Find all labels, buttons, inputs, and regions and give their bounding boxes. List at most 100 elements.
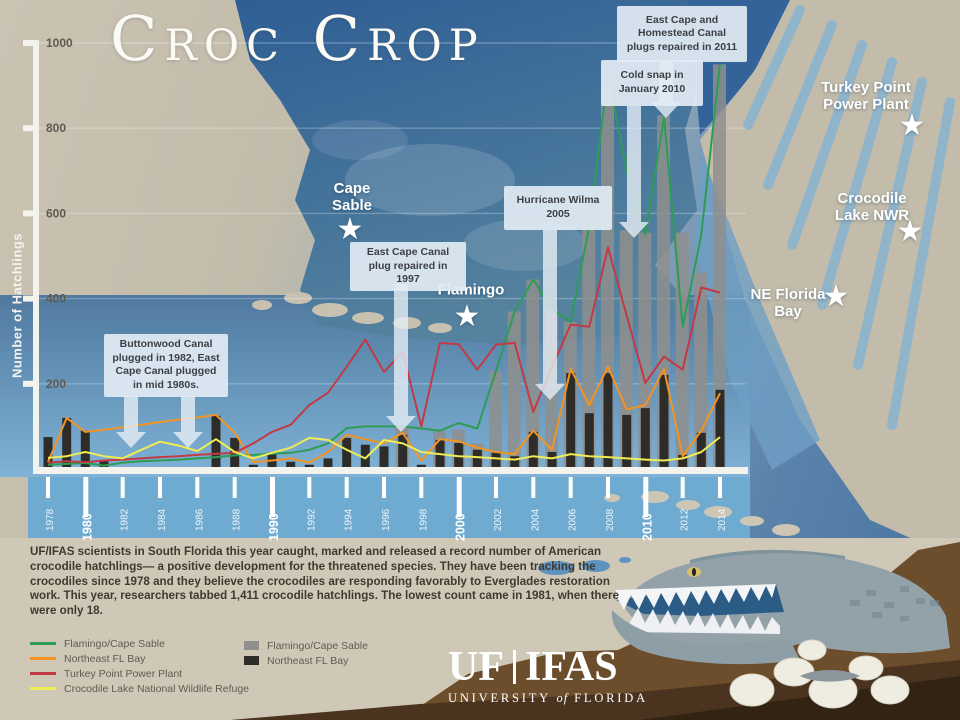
croc-hatchling: [800, 670, 860, 682]
logo-of: of: [556, 691, 569, 705]
bar-northeast-fl-bay: [416, 464, 426, 469]
bar-northeast-fl-bay: [510, 456, 520, 469]
shallow-water: [345, 144, 515, 216]
bar-flamingo-cape-sable: [507, 311, 521, 469]
year-label: 1982: [120, 508, 131, 531]
legend-line-swatch: [30, 642, 56, 645]
logo-florida: FLORIDA: [574, 691, 648, 705]
x-tick: [606, 477, 610, 498]
legend-line-series: Flamingo/Cape Sable Northeast FL Bay Turke…: [30, 636, 249, 696]
callout-arrow: [535, 230, 565, 400]
bar-northeast-fl-bay: [566, 373, 576, 469]
legend-row: Crocodile Lake National Wildlife Refuge: [30, 681, 249, 696]
legend-bar-swatch: [244, 641, 259, 650]
bar-northeast-fl-bay: [715, 389, 725, 469]
year-label: 2002: [493, 508, 504, 531]
bar-northeast-fl-bay: [640, 408, 650, 469]
x-tick: [718, 477, 722, 498]
small-lakes: [538, 557, 631, 575]
bar-northeast-fl-bay: [80, 430, 90, 469]
legend-row: Northeast FL Bay: [30, 651, 249, 666]
x-tick: [382, 477, 386, 498]
year-label: 2004: [530, 508, 541, 531]
y-tick-label: 800: [46, 121, 66, 135]
coastal-bay: [695, 150, 820, 470]
logo-divider: [513, 650, 516, 684]
year-label: 1996: [381, 508, 392, 531]
bar-northeast-fl-bay: [547, 452, 557, 469]
y-tick: [23, 40, 33, 46]
y-tick: [23, 380, 33, 387]
legend-line-swatch: [30, 672, 56, 675]
legend-label: Flamingo/Cape Sable: [267, 639, 368, 652]
location-star-icon: ★: [453, 300, 481, 333]
map-label-line: Crocodile: [837, 189, 907, 207]
legend-label: Flamingo/Cape Sable: [64, 637, 165, 650]
line-turkey-point-power-plant: [47, 246, 721, 464]
map-label-line: Sable: [331, 197, 373, 214]
legend-label: Crocodile Lake National Wildlife Refuge: [64, 682, 250, 695]
year-label: 2010: [640, 513, 654, 541]
callout-box: Cold snap in January 2010: [601, 60, 703, 106]
bar-flamingo-cape-sable: [713, 64, 726, 470]
x-tick: [643, 477, 649, 517]
body-paragraph: UF/IFAS scientists in South Florida this…: [30, 545, 619, 618]
y-tick: [23, 295, 33, 302]
x-tick: [344, 477, 349, 498]
year-label: 2014: [717, 508, 728, 531]
year-label: 1988: [232, 508, 243, 531]
map-label: Cape Sable: [332, 180, 372, 215]
y-tick-label: 200: [46, 377, 66, 391]
bars-layer: [43, 64, 726, 470]
location-star-icon: ★: [822, 280, 850, 313]
bar-northeast-fl-bay: [379, 446, 389, 469]
y-axis-line: [33, 40, 39, 473]
location-star-icon: ★: [336, 213, 364, 246]
bar-northeast-fl-bay: [248, 464, 258, 469]
legend-row: Flamingo/Cape Sable: [30, 636, 249, 651]
legend-bar-series: Flamingo/Cape Sable Northeast FL Bay: [244, 638, 368, 668]
logo-university: UNIVERSITY: [448, 691, 551, 705]
x-tick: [195, 477, 200, 498]
croc-upper-teeth: [616, 584, 776, 610]
y-tick-label: 400: [46, 292, 66, 306]
x-tick: [158, 477, 162, 498]
shallow-water: [312, 120, 408, 160]
bar-northeast-fl-bay: [43, 437, 53, 469]
legend-bar-swatch: [244, 656, 259, 665]
location-star-icon: ★: [898, 109, 926, 142]
axes-layer: 200 400 600 800 1000: [23, 36, 748, 474]
bar-northeast-fl-bay: [342, 437, 352, 469]
line-northeast-fl-bay: [47, 365, 721, 464]
x-tick: [568, 477, 573, 498]
bar-flamingo-cape-sable: [694, 273, 708, 469]
y-axis-label: Number of Hatchlings: [9, 232, 25, 379]
year-label: 2000: [454, 513, 468, 541]
bar-northeast-fl-bay: [491, 452, 501, 469]
legend-line-swatch: [30, 657, 56, 660]
bar-northeast-fl-bay: [584, 413, 594, 469]
x-tick: [307, 477, 312, 498]
x-tick: [270, 477, 275, 517]
callout-box: Buttonwood Canal plugged in 1982, East C…: [104, 334, 228, 397]
croc-lower-teeth: [630, 608, 780, 634]
x-tick: [232, 477, 237, 498]
logo-subtitle: UNIVERSITY of FLORIDA: [448, 691, 648, 706]
croc-eggs: [729, 639, 910, 709]
y-tick-label: 600: [46, 206, 66, 220]
map-label: Turkey Point Power Plant: [821, 79, 911, 114]
year-label: 1978: [45, 508, 56, 531]
callout-box: Hurricane Wilma 2005: [504, 186, 612, 230]
callout-box: East Cape and Homestead Canal plugs repa…: [617, 6, 747, 62]
callout-arrow: [116, 396, 146, 448]
logo-ifas: IFAS: [525, 644, 618, 690]
logo-uf: UF: [448, 644, 504, 690]
legend-row: Flamingo/Cape Sable: [244, 638, 368, 653]
bar-northeast-fl-bay: [678, 454, 688, 469]
bar-northeast-fl-bay: [659, 374, 669, 469]
year-label: 1998: [418, 508, 429, 531]
map-label-line: Power Plant: [823, 96, 909, 113]
x-axis-baseline: [33, 467, 748, 474]
